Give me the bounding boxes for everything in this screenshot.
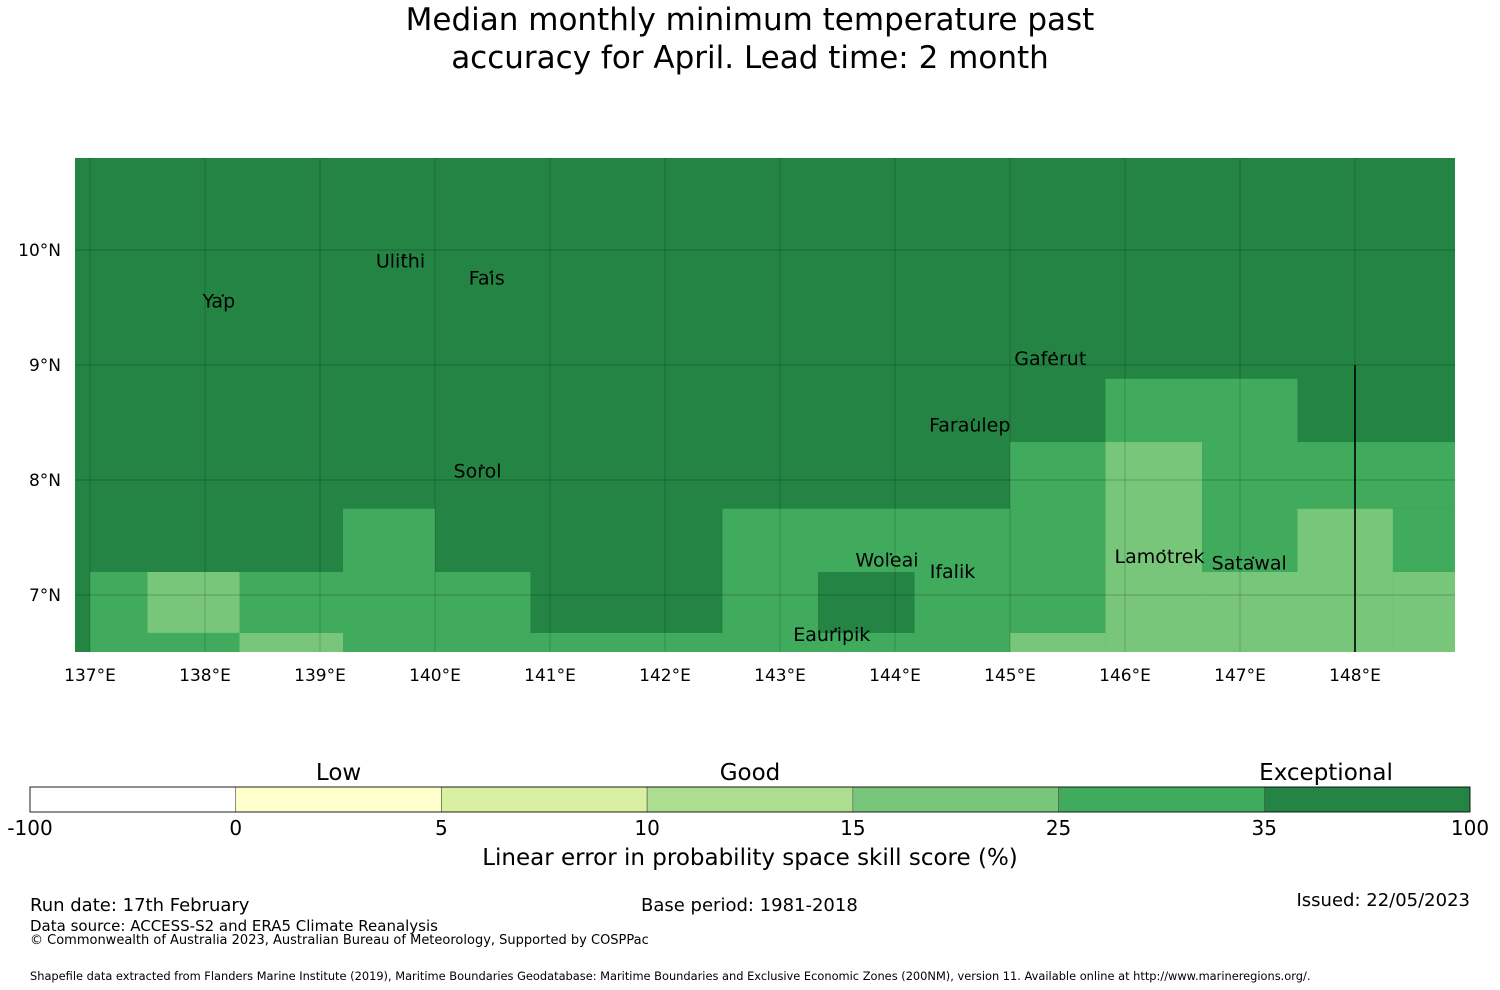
x-tick-label: 146°E [1099,666,1151,686]
colorbar-label: Linear error in probability space skill … [482,845,1018,871]
skill-cell [1202,442,1298,572]
colorbar-frame [29,786,1471,813]
skill-cell [147,632,240,652]
island-label: Ulithi [376,250,425,272]
x-tick-label: 140°E [409,666,461,686]
x-tick-label: 139°E [294,666,346,686]
colorbar-tick-label: 10 [634,816,660,840]
skill-cell [1297,442,1455,509]
colorbar-bin [852,786,1059,813]
y-tick-label: 10°N [18,241,61,261]
colorbar-bin [235,786,442,813]
skill-cell [1392,508,1455,572]
island-marker [834,627,837,631]
island-label: Fais [469,268,505,290]
island-label: Yap [201,291,235,313]
skill-cell [1105,378,1298,443]
island-marker [1053,351,1056,355]
island-marker [489,271,492,274]
island-marker [955,564,958,567]
island-label: Woleai [855,549,918,571]
island-marker [1252,556,1255,559]
colorbar-bin [29,786,237,813]
x-tick-label: 148°E [1329,666,1381,686]
x-tick-label: 147°E [1214,666,1266,686]
island-marker [972,418,975,421]
x-tick-label: 143°E [754,666,806,686]
title-line-2: accuracy for April. Lead time: 2 month [451,40,1049,76]
data-source: Data source: ACCESS-S2 and ERA5 Climate … [30,917,438,935]
island-label: Lamotrek [1115,546,1205,568]
colorbar [29,786,1471,813]
base-period: Base period: 1981-2018 [641,895,858,916]
islands: Yap Ulithi Fais Gaferut Faraulep Sorol Woleai I… [201,250,1286,646]
copyright: © Commonwealth of Australia 2023, Austra… [30,933,649,948]
island-label: Faraulep [929,415,1010,437]
x-tick-label: 138°E [179,666,231,686]
island-label: Sorol [454,461,502,483]
axes: 137°E 138°E 139°E 140°E 141°E 142°E 143°E 144°E… [18,241,1381,686]
island-marker [221,294,224,297]
skill-cell [1392,572,1455,652]
colorbar-tick-label: 100 [1450,816,1490,840]
island-label: Ifalik [930,561,976,583]
colorbar-tick-label: 25 [1045,816,1072,840]
colorbar-bin [646,786,854,813]
y-tick-label: 7°N [29,586,61,606]
skill-cell [343,508,435,652]
x-tick-label: 141°E [524,666,576,686]
skill-cell [1297,508,1393,652]
island-marker [889,553,893,556]
colorbar-category-label: Exceptional [1259,760,1393,786]
island-label: Gaferut [1014,348,1086,370]
shapefile-credit: Shapefile data extracted from Flanders M… [30,969,1311,983]
y-tick-label: 8°N [29,471,61,491]
x-tick-label: 145°E [984,666,1036,686]
x-tick-label: 144°E [869,666,921,686]
issued-date: Issued: 22/05/2023 [1296,890,1470,911]
colorbar-tick-label: 5 [435,816,448,840]
skill-cell [530,632,723,652]
skill-cell [147,572,240,633]
colorbar-tick-label: 15 [840,816,866,840]
skill-cell [817,572,915,633]
graticule [75,158,1455,652]
colorbar-tick-label: -100 [7,816,53,840]
skill-cell [1105,442,1203,652]
colorbar-category-label: Good [719,760,781,786]
skill-cell [239,632,343,652]
skill-cell [1202,572,1298,652]
skill-cell [1010,442,1106,633]
x-tick-label: 137°E [64,666,116,686]
island-marker [480,464,483,467]
y-tick-label: 9°N [29,356,61,376]
skill-cell [1010,632,1106,652]
skill-cell [90,572,148,652]
island-label: Eauripik [793,624,870,646]
skill-grid [75,158,1455,652]
colorbar-bin [1058,786,1265,813]
island-label: Satawal [1212,553,1287,575]
colorbar-tick-label: 0 [229,816,243,840]
x-tick-label: 142°E [639,666,691,686]
colorbar-bin [441,786,648,813]
colorbar-bin [1263,786,1471,813]
title-line-1: Median monthly minimum temperature past [405,2,1095,38]
island-marker [403,254,406,257]
colorbar-category-label: Low [315,760,362,786]
skill-cell [435,572,531,652]
colorbar-tick-label: 35 [1251,816,1278,840]
skill-cell [239,572,343,633]
island-marker [1162,549,1165,552]
run-date: Run date: 17th February [30,895,250,916]
